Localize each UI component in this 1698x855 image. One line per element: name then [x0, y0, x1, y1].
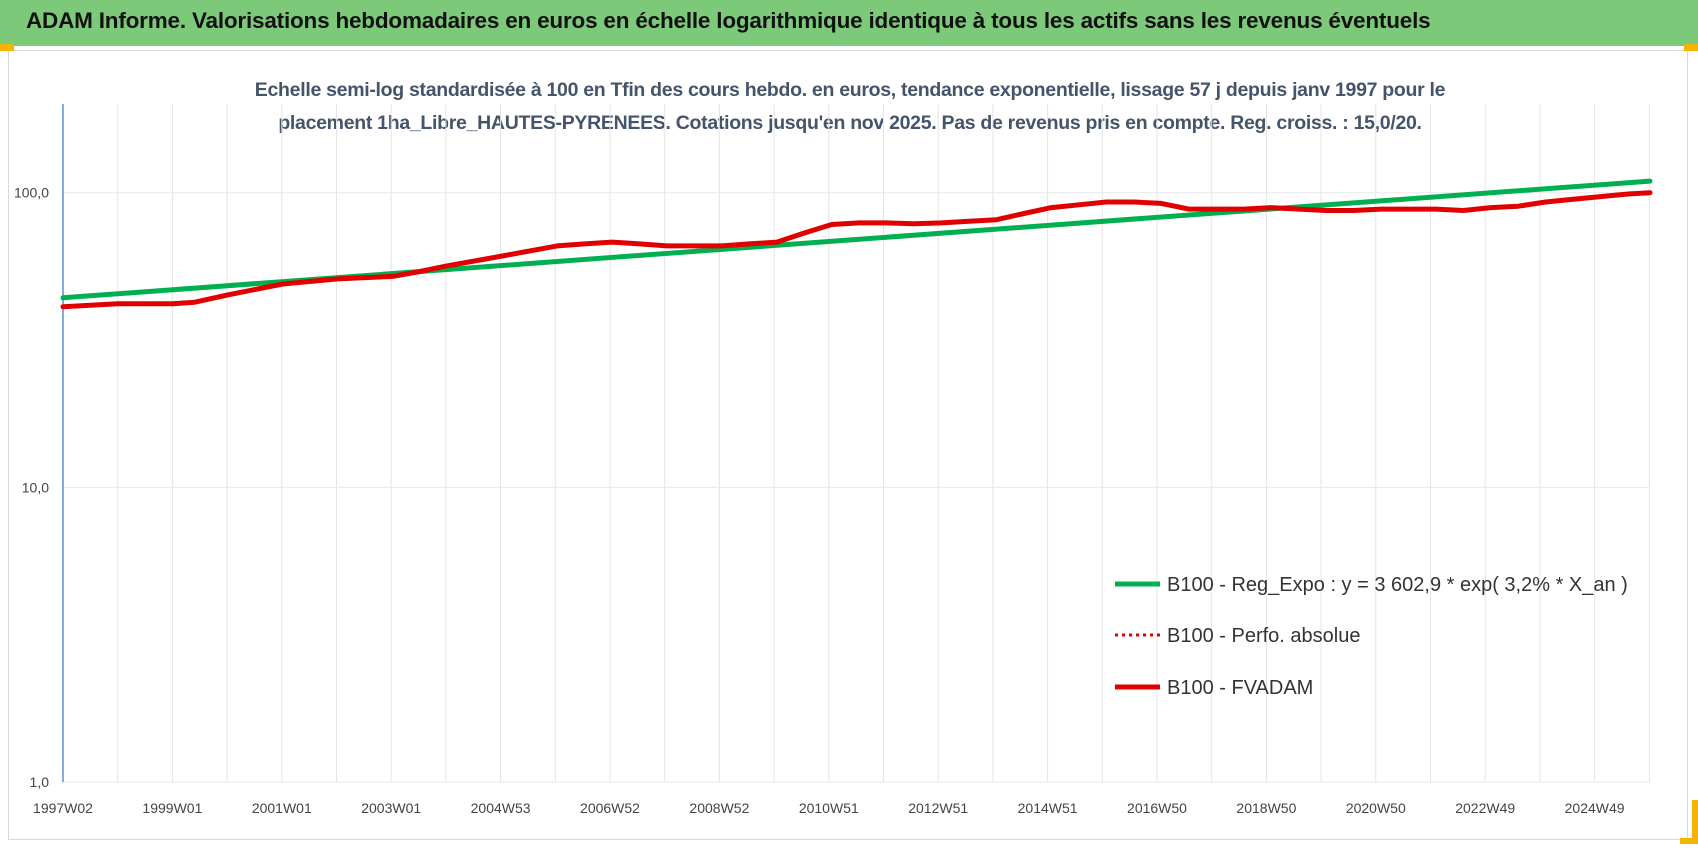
x-tick-label: 2014W51	[1018, 800, 1078, 816]
x-tick-label: 2020W50	[1346, 800, 1406, 816]
axes: 1,0 10,0 100,0 1997W02 1999W01 2001W01 2003W01…	[14, 104, 1625, 816]
chart-frame	[8, 50, 1688, 840]
subtitle-line-2: placement 1ha_Libre_HAUTES-PYRENEES. Cot…	[278, 112, 1422, 134]
x-tick-label: 2010W51	[799, 800, 859, 816]
x-tick-label: 2003W01	[361, 800, 421, 816]
x-tick-label: 2008W52	[689, 800, 749, 816]
series-line-fvadam	[60, 190, 1653, 310]
legend-label: B100 - FVADAM	[1167, 677, 1313, 699]
banner-title: ADAM Informe. Valorisations hebdomadaire…	[26, 8, 1431, 33]
resize-handle-bottom-right-corner[interactable]	[1680, 838, 1698, 844]
subtitle-line-1: Echelle semi-log standardisée à 100 en T…	[254, 79, 1446, 101]
x-tick-label: 2001W01	[252, 800, 312, 816]
y-tick-label: 100,0	[14, 185, 49, 201]
x-tick-label: 2006W52	[580, 800, 640, 816]
chart-subtitle: Echelle semi-log standardisée à 100 en T…	[215, 74, 1485, 140]
x-tick-label: 2016W50	[1127, 800, 1187, 816]
title-banner: ADAM Informe. Valorisations hebdomadaire…	[0, 0, 1698, 46]
x-tick-label: 2022W49	[1455, 800, 1515, 816]
legend-label: B100 - Reg_Expo : y = 3 602,9 * exp( 3,2…	[1167, 574, 1628, 596]
series-lines	[60, 178, 1653, 310]
resize-handle-right-top[interactable]	[1684, 44, 1698, 51]
x-tick-label: 2012W51	[908, 800, 968, 816]
legend-label: B100 - Perfo. absolue	[1167, 625, 1360, 647]
x-tick-label: 2004W53	[471, 800, 531, 816]
legend: B100 - Reg_Expo : y = 3 602,9 * exp( 3,2…	[1115, 574, 1628, 699]
x-tick-label: 2024W49	[1565, 800, 1625, 816]
grid-lines	[62, 104, 1650, 783]
x-tick-label: 2018W50	[1236, 800, 1296, 816]
x-tick-label: 1997W02	[33, 800, 93, 816]
y-tick-label: 10,0	[22, 479, 49, 495]
resize-handle-left-top[interactable]	[0, 44, 14, 51]
resize-handle-right-bottom[interactable]	[1692, 800, 1698, 840]
x-tick-label: 1999W01	[142, 800, 202, 816]
y-tick-label: 1,0	[30, 774, 50, 790]
